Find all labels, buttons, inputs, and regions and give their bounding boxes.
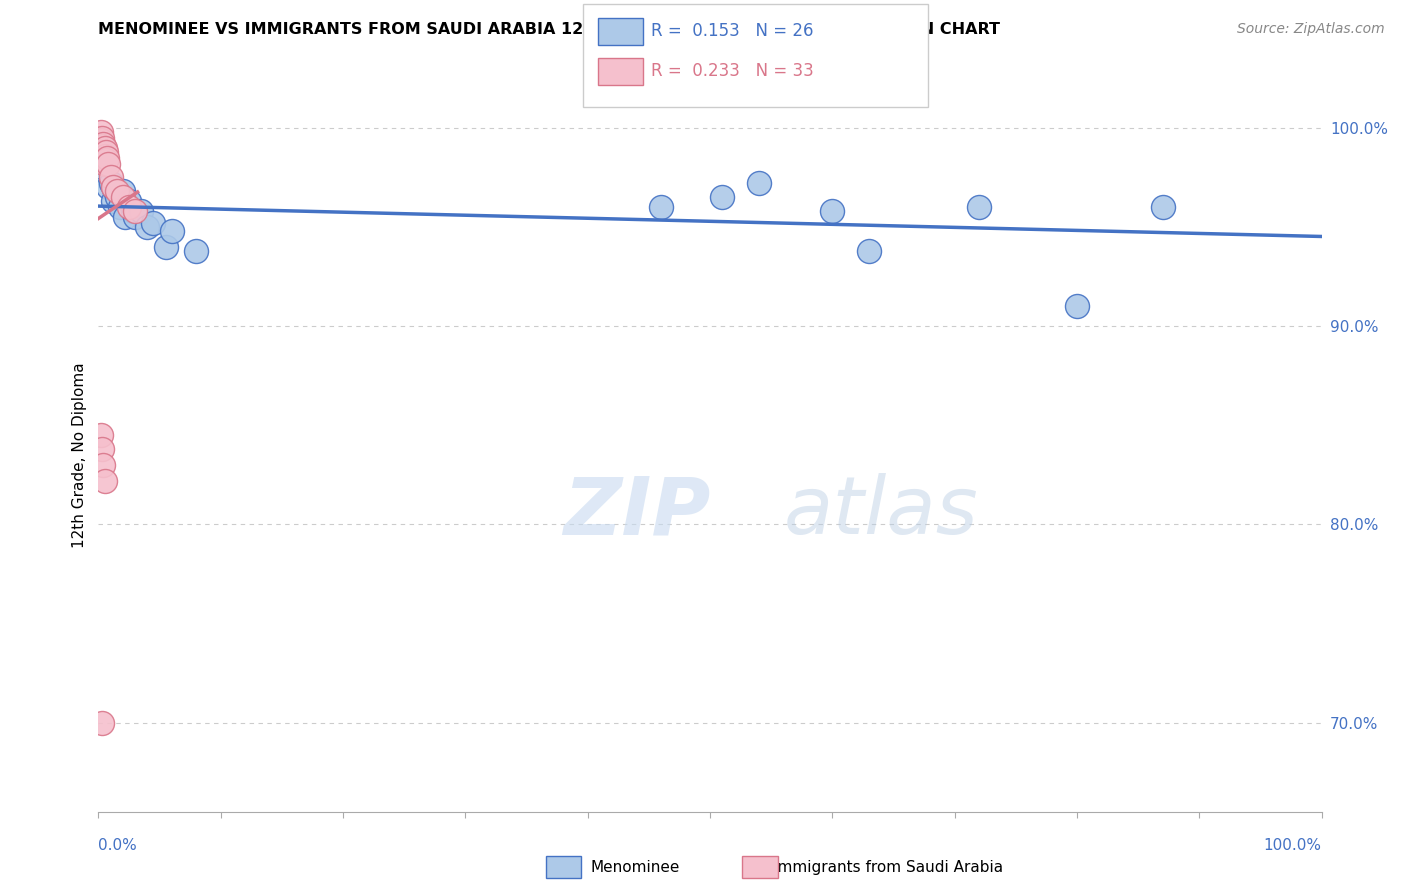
Text: R =  0.233   N = 33: R = 0.233 N = 33 (651, 62, 814, 80)
Point (821, 204, 844, 219)
Text: Menominee: Menominee (591, 860, 681, 874)
Point (142, 216, 165, 230)
Point (91, 130, 114, 145)
Point (118, 194, 141, 209)
Point (89, 145, 111, 159)
Text: Source: ZipAtlas.com: Source: ZipAtlas.com (1237, 22, 1385, 37)
Point (105, 184, 128, 198)
Point (91, 138, 114, 153)
Point (91, 153, 114, 167)
Point (91, 458, 114, 472)
Point (100, 177, 122, 191)
Point (155, 240, 177, 254)
Point (91, 442, 114, 456)
Point (91, 161, 114, 175)
Point (114, 210, 136, 224)
Text: 100.0%: 100.0% (1264, 838, 1322, 854)
Point (711, 190, 734, 204)
Point (91, 136, 114, 151)
Text: ZIP: ZIP (564, 473, 710, 551)
Point (121, 204, 143, 219)
Point (94, 153, 117, 167)
Point (124, 210, 146, 224)
Point (101, 180, 124, 194)
Point (160, 224, 183, 238)
Point (967, 200, 990, 214)
Point (105, 190, 128, 204)
Point (858, 244, 880, 258)
Point (93, 148, 115, 162)
Point (96, 151, 118, 165)
Point (91, 145, 114, 159)
Point (90, 146, 112, 161)
Point (91, 715, 114, 730)
Point (91, 145, 114, 159)
Point (97, 156, 120, 170)
Point (90, 133, 112, 147)
Point (748, 177, 770, 191)
Point (124, 204, 146, 219)
Point (101, 194, 124, 209)
Point (100, 170, 122, 185)
Text: MENOMINEE VS IMMIGRANTS FROM SAUDI ARABIA 12TH GRADE, NO DIPLOMA CORRELATION CHA: MENOMINEE VS IMMIGRANTS FROM SAUDI ARABI… (98, 22, 1001, 37)
Point (93, 474, 115, 488)
Text: 0.0%: 0.0% (98, 838, 138, 854)
Point (90, 153, 112, 167)
Point (90, 141, 112, 155)
Point (118, 200, 141, 214)
Point (1066, 299, 1088, 313)
Point (111, 184, 134, 198)
Point (89, 130, 111, 145)
Y-axis label: 12th Grade, No Diploma: 12th Grade, No Diploma (72, 362, 87, 548)
Text: R =  0.153   N = 26: R = 0.153 N = 26 (651, 22, 814, 40)
Point (129, 204, 152, 219)
Point (1152, 200, 1174, 214)
Point (93, 156, 115, 170)
Point (89, 136, 111, 151)
Point (110, 200, 132, 214)
Point (91, 153, 114, 167)
Point (111, 190, 134, 204)
Text: atlas: atlas (783, 473, 979, 551)
Point (90, 125, 112, 139)
Point (650, 200, 672, 214)
Point (90, 428, 112, 442)
Point (94, 145, 117, 159)
Point (97, 180, 120, 194)
Text: Immigrants from Saudi Arabia: Immigrants from Saudi Arabia (773, 860, 1004, 874)
Point (136, 219, 159, 234)
Point (103, 182, 125, 196)
Point (186, 244, 208, 258)
Point (93, 141, 115, 155)
